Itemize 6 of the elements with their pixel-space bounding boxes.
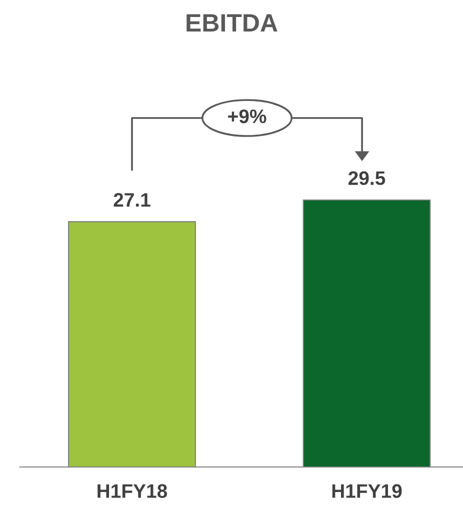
chart-title: EBITDA: [186, 14, 278, 32]
text: +9%: [228, 109, 266, 124]
data-label: 29.5: [348, 171, 386, 186]
x-tick-label: H1FY19: [332, 484, 402, 498]
data-label: 27.1: [114, 193, 150, 207]
x-tick-label: H1FY18: [98, 484, 168, 498]
